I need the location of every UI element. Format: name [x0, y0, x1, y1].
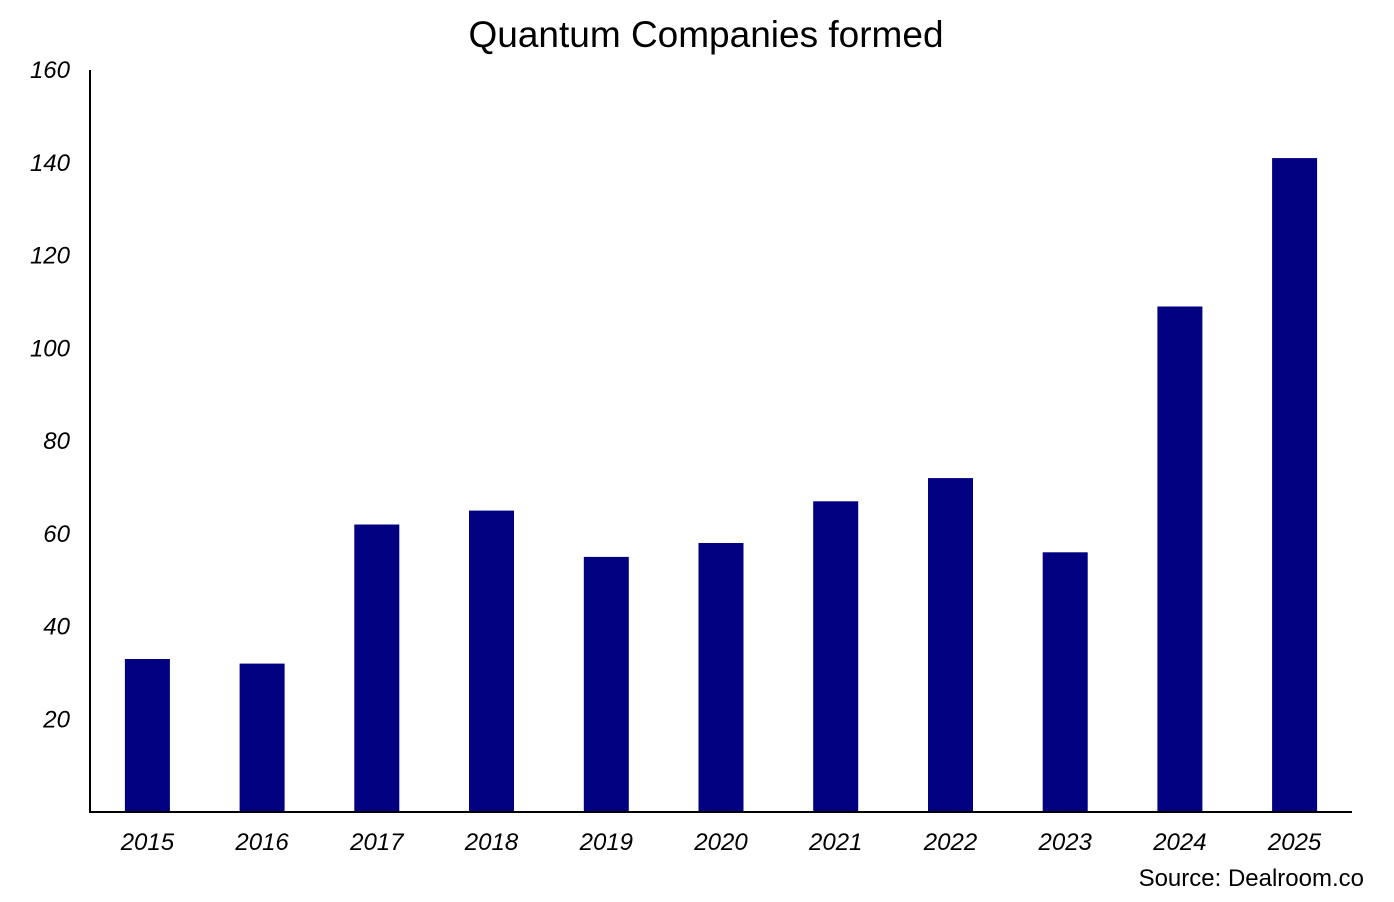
x-axis-ticks: 2015 2016 2017 2018 2019 2020 2021 2022 2023 2024… [120, 829, 1322, 856]
bar-2015 [124, 659, 170, 812]
bar-2018 [469, 510, 514, 812]
bar-2017 [354, 524, 400, 812]
x-tick-label: 2023 [1038, 829, 1093, 856]
x-tick-label: 2021 [808, 829, 862, 856]
y-tick-label: 120 [30, 243, 71, 270]
x-tick-label: 2015 [120, 829, 175, 856]
y-tick-label: 40 [43, 614, 70, 641]
y-axis-ticks: 20 40 60 80 100 120 140 160 [30, 57, 71, 733]
bars-group [124, 158, 1318, 813]
x-tick-label: 2017 [349, 829, 405, 856]
bar-2023 [1042, 552, 1088, 812]
source-note: Source: Dealroom.co [1139, 865, 1364, 892]
bar-2019 [583, 556, 629, 812]
y-tick-label: 100 [30, 335, 71, 362]
bar-2020 [698, 543, 744, 812]
x-tick-label: 2020 [693, 829, 748, 856]
x-tick-label: 2016 [234, 829, 289, 856]
x-tick-label: 2024 [1152, 829, 1206, 856]
x-tick-label: 2025 [1267, 829, 1322, 856]
y-tick-label: 20 [42, 706, 70, 733]
bar-2022 [928, 478, 973, 812]
bar-2016 [239, 663, 285, 812]
x-tick-label: 2022 [923, 829, 977, 856]
y-tick-label: 140 [30, 150, 71, 177]
x-tick-label: 2019 [579, 829, 633, 856]
bar-2024 [1157, 306, 1203, 812]
chart-title: Quantum Companies formed [468, 14, 943, 55]
y-tick-label: 160 [30, 57, 71, 84]
bar-2021 [813, 501, 859, 812]
y-tick-label: 60 [43, 521, 70, 548]
x-tick-label: 2018 [464, 829, 519, 856]
bar-2025 [1272, 158, 1318, 813]
y-tick-label: 80 [43, 428, 70, 455]
